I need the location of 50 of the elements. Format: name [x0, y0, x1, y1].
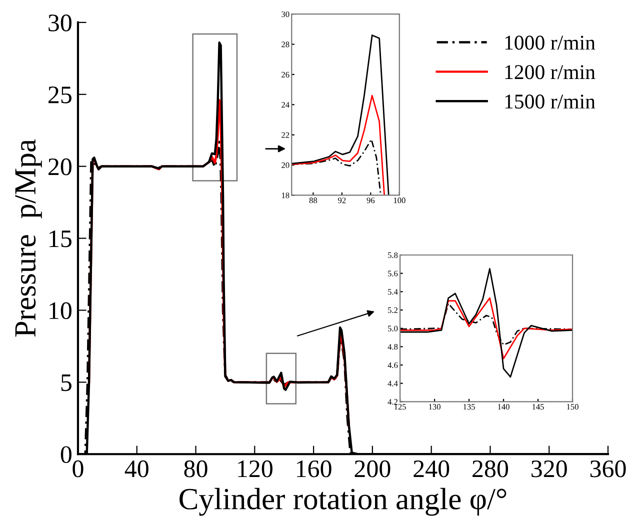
- x-tick-label: 150: [566, 404, 578, 410]
- x-axis-title: Cylinder rotation angle φ/°: [180, 488, 506, 516]
- y-tick-label: 18: [282, 192, 290, 198]
- x-tick-label: 125: [394, 404, 406, 410]
- y-tick-label: 5.6: [388, 270, 398, 276]
- legend-label: 1200 r/min: [505, 65, 596, 80]
- x-tick-label: 92: [338, 198, 346, 204]
- x-tick-label: 280: [472, 460, 508, 478]
- y-tick-label: 15: [50, 230, 72, 248]
- x-tick-label: 360: [590, 460, 626, 478]
- y-tick-label: 4.6: [388, 362, 398, 368]
- y-tick-label: 5.2: [388, 307, 398, 314]
- x-tick-label: 200: [354, 460, 390, 478]
- x-tick-label: 320: [532, 460, 567, 478]
- y-tick-label: 30: [282, 11, 290, 18]
- x-tick-label: 130: [429, 404, 440, 410]
- x-tick-label: 140: [498, 404, 510, 410]
- legend-label: 1000 r/min: [505, 36, 596, 50]
- y-tick-label: 26: [282, 72, 290, 78]
- y-axis-title: Pressure p/Mpa: [15, 139, 42, 337]
- y-tick-label: 0: [60, 446, 72, 464]
- y-tick-label: 22: [282, 132, 290, 138]
- y-tick-label: 4.2: [388, 399, 398, 405]
- y-tick-label: 5: [61, 374, 72, 392]
- y-tick-label: 20: [282, 162, 290, 168]
- legend-label: 1500 r/min: [505, 94, 596, 109]
- x-tick-label: 80: [184, 460, 208, 478]
- y-tick-label: 24: [282, 102, 290, 108]
- y-tick-label: 4.8: [388, 344, 398, 350]
- y-tick-label: 5.8: [388, 252, 398, 258]
- x-tick-label: 100: [394, 198, 406, 204]
- x-tick-label: 40: [124, 460, 148, 478]
- x-tick-label: 160: [296, 460, 332, 478]
- y-tick-label: 5.0: [388, 326, 398, 332]
- y-tick-label: 20: [48, 158, 72, 176]
- line-series: [400, 297, 573, 360]
- y-tick-label: 5.4: [388, 289, 398, 295]
- y-tick-label: 10: [50, 302, 72, 320]
- y-tick-label: 28: [282, 42, 290, 48]
- y-tick-label: 30: [48, 14, 72, 32]
- x-tick-label: 145: [532, 404, 544, 410]
- x-tick-label: 88: [309, 198, 318, 204]
- x-tick-label: 240: [414, 460, 450, 478]
- x-tick-label: 96: [366, 198, 375, 204]
- y-tick-label: 25: [48, 86, 72, 104]
- y-tick-label: 4.4: [388, 380, 398, 386]
- x-tick-label: 135: [464, 404, 475, 410]
- x-tick-label: 0: [72, 460, 84, 478]
- line-series: [292, 94, 386, 196]
- x-tick-label: 120: [238, 460, 272, 478]
